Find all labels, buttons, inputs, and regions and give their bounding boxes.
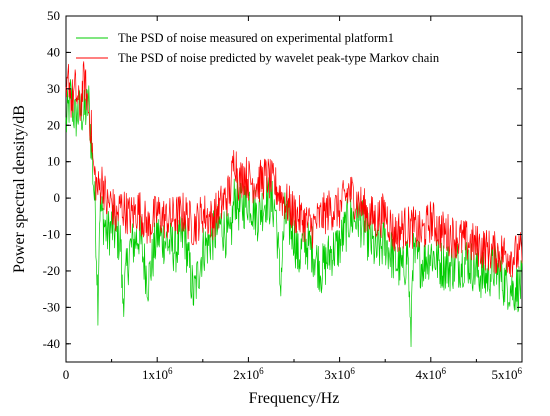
- y-tick-label: -20: [43, 263, 60, 278]
- x-axis: 0 1x106 2x106 3x106 4x106 5x106: [63, 16, 523, 382]
- y-tick-label: 40: [47, 44, 60, 59]
- y-tick-label: 50: [47, 8, 60, 23]
- legend: The PSD of noise measured on experimenta…: [76, 31, 440, 65]
- x-tick-label: 0: [63, 367, 70, 382]
- series-line-predicted: [65, 61, 523, 278]
- y-tick-label: 30: [47, 81, 60, 96]
- x-axis-title: Frequency/Hz: [249, 390, 340, 407]
- y-tick-label: -10: [43, 227, 60, 242]
- x-tick-label: 2x106: [233, 366, 264, 382]
- x-tick-label: 4x106: [416, 366, 447, 382]
- legend-label-predicted: The PSD of noise predicted by wavelet pe…: [118, 51, 440, 65]
- y-tick-label: -40: [43, 336, 60, 351]
- series-layer: [65, 61, 523, 348]
- x-tick-label: 1x106: [142, 366, 173, 382]
- legend-label-measured: The PSD of noise measured on experimenta…: [118, 31, 394, 45]
- series-line-measured: [65, 79, 523, 348]
- y-tick-label: -30: [43, 299, 60, 314]
- y-tick-label: 0: [54, 190, 61, 205]
- y-axis: 50 40 30 20 10 0 -10 -20 -30 -40: [43, 8, 522, 351]
- x-tick-label: 3x106: [324, 366, 355, 382]
- x-tick-label: 5x106: [492, 366, 523, 382]
- y-tick-label: 10: [47, 154, 60, 169]
- y-tick-label: 20: [47, 117, 60, 132]
- y-axis-title: Power spectral density/dB: [11, 105, 28, 273]
- plot-frame: [65, 15, 523, 363]
